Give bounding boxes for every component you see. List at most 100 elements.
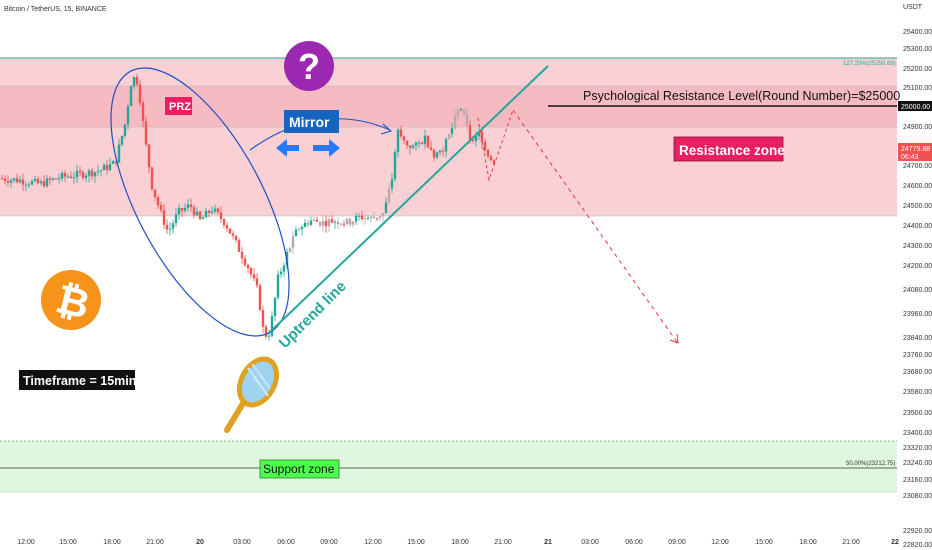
candle-body	[384, 202, 388, 213]
mirror-highlight-ellipse	[110, 67, 290, 337]
candle-body	[114, 161, 118, 163]
price-tick-label: 24500.00	[903, 203, 932, 210]
candle-body	[24, 184, 28, 186]
candle-body	[240, 251, 244, 259]
candle-body	[126, 106, 130, 125]
candle-body	[141, 102, 145, 122]
price-tick-label: 24400.00	[903, 223, 932, 230]
candle-body	[357, 215, 361, 217]
candle-body	[315, 219, 319, 222]
candle-body	[198, 211, 202, 220]
candle-body	[153, 189, 157, 198]
resistance-zone-label: Resistance zone	[679, 143, 785, 158]
candle-body	[261, 310, 265, 327]
price-tick-label: 23400.00	[903, 430, 932, 437]
candle-body	[135, 77, 139, 85]
candle-body	[204, 210, 208, 218]
candle-body	[381, 212, 385, 217]
candle-body	[480, 131, 484, 142]
candle-body	[258, 285, 262, 311]
price-tick-label: 22920.00	[903, 528, 932, 535]
last-price-countdown: 06:43	[901, 154, 919, 161]
time-tick-label: 21:00	[146, 539, 164, 546]
candle-body	[132, 77, 136, 87]
time-tick-label: 18:00	[799, 539, 817, 546]
candle-body	[180, 207, 184, 211]
resistance-zone-label-bg	[673, 136, 784, 162]
time-tick-label: 15:00	[755, 539, 773, 546]
candle-body	[411, 145, 415, 148]
candle-body	[354, 215, 358, 222]
price-tick-label: 23580.00	[903, 389, 932, 396]
candle-body	[327, 219, 331, 227]
candle-body	[429, 147, 433, 151]
candle-body	[138, 84, 142, 103]
time-tick-label: 15:00	[59, 539, 77, 546]
price-tick-label: 23840.00	[903, 335, 932, 342]
candle-body	[219, 212, 223, 220]
candle-body	[27, 184, 31, 186]
candle-body	[348, 218, 352, 225]
candle-body	[333, 221, 337, 223]
candle-body	[339, 223, 343, 225]
candle-body	[471, 139, 475, 142]
price-tick-label: 22820.00	[903, 542, 932, 549]
candle-body	[441, 150, 445, 152]
candle-body	[468, 125, 472, 140]
candle-body	[45, 178, 49, 187]
candle-body	[492, 160, 496, 164]
candle-body	[156, 197, 160, 206]
psychological-resistance-label: Psychological Resistance Level(Round Num…	[583, 89, 900, 103]
price-tick-label: 23760.00	[903, 352, 932, 359]
candle-body	[252, 274, 256, 279]
candle-body	[456, 109, 460, 116]
time-tick-label: 12:00	[711, 539, 729, 546]
candle-body	[255, 278, 259, 286]
candle-body	[267, 335, 271, 337]
candle-body	[414, 142, 418, 146]
time-tick-label: 20	[196, 539, 204, 546]
price-tick-label: 24700.00	[903, 163, 932, 170]
candle-body	[246, 265, 250, 269]
right-arrow-icon	[313, 139, 340, 157]
candle-body	[237, 240, 241, 252]
candle-body	[264, 326, 268, 337]
candle-body	[39, 181, 43, 184]
candle-body	[483, 141, 487, 150]
resistance-price-marker-bg	[898, 101, 932, 111]
candle-body	[318, 221, 322, 226]
candle-body	[81, 172, 85, 178]
candle-body	[435, 152, 439, 158]
question-mark: ?	[298, 46, 320, 87]
mirror-label-bg	[284, 110, 339, 133]
candle-body	[432, 150, 436, 158]
price-tick-label: 23960.00	[903, 311, 932, 318]
candle-body	[0, 178, 4, 180]
projection-arrowhead	[669, 333, 679, 344]
candle-body	[309, 220, 313, 225]
uptrend-line	[269, 65, 549, 333]
candle-body	[84, 175, 88, 178]
candle-body	[129, 86, 133, 107]
candle-body	[249, 268, 253, 275]
candle-body	[396, 129, 400, 152]
last-price-marker-bg	[898, 143, 932, 161]
candle-body	[294, 229, 298, 237]
hand-mirror-icon	[224, 356, 280, 433]
candle-body	[201, 217, 205, 220]
candle-body	[228, 228, 232, 234]
candle-body	[390, 179, 394, 189]
candle-body	[306, 222, 310, 225]
time-tick-label: 03:00	[581, 539, 599, 546]
candle-body	[171, 223, 175, 229]
candle-body	[111, 161, 115, 165]
candle-body	[192, 207, 196, 216]
candle-body	[321, 220, 325, 226]
candle-body	[447, 133, 451, 140]
time-tick-label: 18:00	[451, 539, 469, 546]
candle-body	[57, 178, 61, 180]
candle-body	[402, 136, 406, 141]
prz-label: PRZ	[169, 101, 191, 113]
candle-body	[486, 149, 490, 157]
